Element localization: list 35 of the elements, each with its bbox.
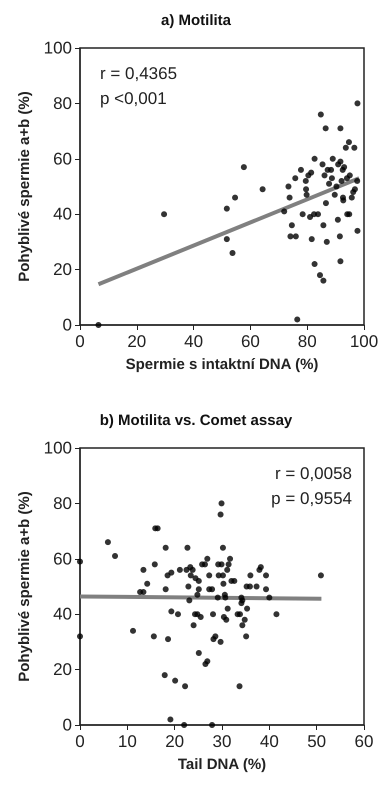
x-tick-label: 30 <box>212 732 232 751</box>
chart-title: a) Motilita <box>161 12 232 29</box>
x-axis-title: Spermie s intaktní DNA (%) <box>126 356 318 373</box>
y-tick-label: 0 <box>62 716 72 734</box>
y-tick-label: 80 <box>53 94 72 113</box>
x-tick-label: 40 <box>184 332 204 351</box>
annotation: r = 0,4365 <box>100 64 178 83</box>
y-tick-label: 60 <box>53 149 72 168</box>
annotation: p = 0,9554 <box>271 489 352 508</box>
x-axis-title: Tail DNA (%) <box>178 756 266 773</box>
y-tick-label: 100 <box>44 438 72 458</box>
y-tick-label: 80 <box>53 494 72 513</box>
chart-title: b) Motilita vs. Comet assay <box>100 412 293 429</box>
annotation: p <0,001 <box>100 89 167 108</box>
x-tick-label: 50 <box>307 732 326 751</box>
y-tick-label: 60 <box>53 549 72 568</box>
y-tick-label: 0 <box>62 316 72 334</box>
y-tick-label: 20 <box>53 260 72 280</box>
y-axis-title: Pohyblivé spermie a+b (%) <box>16 491 33 682</box>
x-tick-label: 10 <box>118 732 137 751</box>
y-tick-label: 100 <box>44 38 72 58</box>
y-axis-title: Pohyblivé spermie a+b (%) <box>16 91 33 282</box>
x-tick-label: 60 <box>240 332 260 351</box>
x-tick-label: 20 <box>165 732 184 751</box>
x-tick-label: 0 <box>75 332 85 351</box>
y-tick-label: 40 <box>53 204 72 224</box>
x-tick-label: 40 <box>260 732 279 751</box>
x-tick-label: 0 <box>75 732 85 751</box>
y-tick-label: 40 <box>53 604 72 624</box>
x-tick-label: 20 <box>127 332 146 351</box>
annotation: r = 0,0058 <box>274 464 352 483</box>
x-tick-label: 100 <box>350 332 378 351</box>
y-tick-label: 20 <box>53 660 72 680</box>
x-tick-label: 80 <box>298 332 317 351</box>
x-tick-label: 60 <box>354 732 374 751</box>
